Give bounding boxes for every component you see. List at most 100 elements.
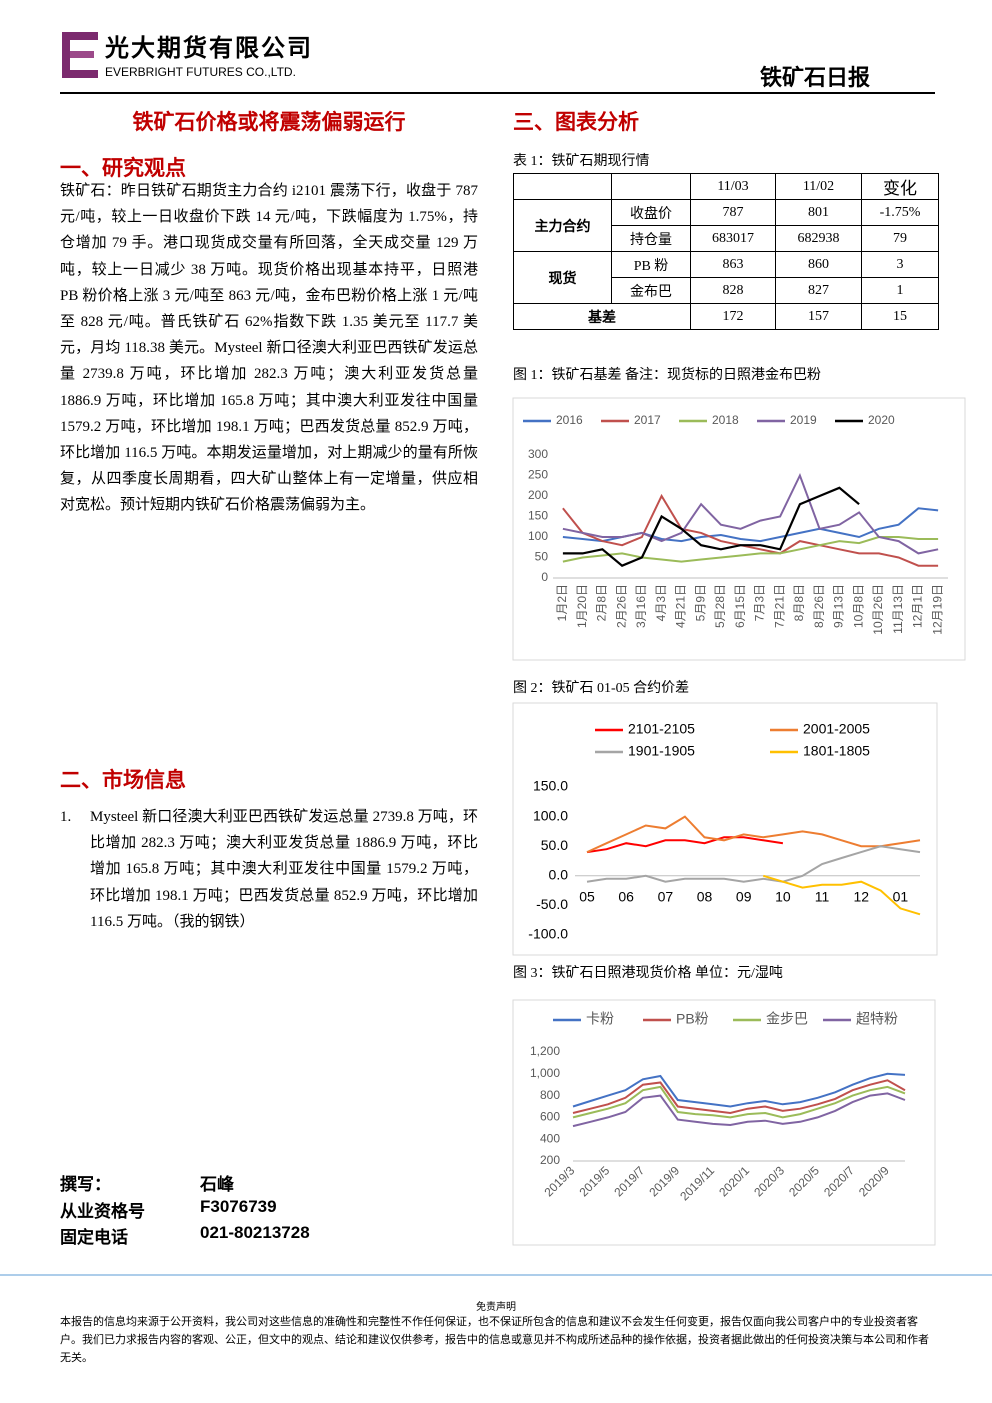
legend-label: 2017	[634, 413, 661, 427]
y-tick-label: 0	[541, 570, 548, 584]
x-tick-label: 12月1日	[911, 584, 925, 628]
row-group-label: 现货	[513, 251, 612, 304]
x-tick-label: 2019/5	[576, 1163, 612, 1199]
table-cell: 持仓量	[611, 225, 691, 252]
y-tick-label: 200	[528, 488, 548, 502]
figure-caption: 图 3：铁矿石日照港现货价格 单位：元/湿吨	[513, 966, 783, 981]
table-cell: 金布巴	[611, 277, 691, 304]
x-tick-label: 6月15日	[733, 584, 747, 628]
y-tick-label: 400	[540, 1131, 560, 1145]
legend-label: 2019	[790, 413, 817, 427]
table-cell: 827	[775, 277, 862, 304]
table-cell: -1.75%	[861, 199, 939, 226]
company-name: 光大期货有限公司	[105, 35, 313, 62]
list-item: Mysteel 新口径澳大利亚巴西铁矿发运总量 2739.8 万吨，环比增加 2…	[90, 809, 478, 930]
x-tick-label: 12	[853, 889, 869, 905]
disclaimer-title: 免责声明	[476, 1302, 516, 1313]
x-tick-label: 2020/5	[786, 1163, 822, 1199]
legend-label: 1801-1805	[803, 743, 870, 759]
y-tick-label: 100.0	[533, 807, 568, 823]
table-cell: 801	[775, 199, 862, 226]
x-tick-label: 7月21日	[772, 584, 786, 628]
y-tick-label: 300	[528, 447, 548, 461]
table-cell: 828	[690, 277, 776, 304]
disclaimer-text: 本报告的信息均来源于公开资料，我公司对这些信息的准确性和完整性不作任何保证，也不…	[60, 1316, 929, 1364]
series-line	[572, 1079, 906, 1115]
x-tick-label: 10	[775, 889, 791, 905]
table-header: 11/02	[775, 173, 862, 200]
chart-frame	[512, 702, 938, 956]
x-tick-label: 2月26日	[614, 584, 628, 628]
x-tick-label: 2020/7	[821, 1163, 857, 1199]
author-value: 021-80213728	[200, 1223, 310, 1242]
x-tick-label: 3月16日	[634, 584, 648, 628]
table-header: 11/03	[690, 173, 776, 200]
x-tick-label: 5月28日	[713, 584, 727, 628]
list-number: 1.	[60, 809, 72, 825]
series-line	[586, 815, 921, 854]
x-tick-label: 9月13日	[832, 584, 846, 628]
x-tick-label: 8月8日	[792, 584, 806, 621]
table-wrap: 11/03 11/02 变化 主力合约 收盘价 787 801 -1.75% 持仓量 683017…	[513, 173, 939, 330]
x-tick-label: 2019/7	[611, 1163, 647, 1199]
row-group-label: 主力合约	[513, 199, 612, 252]
x-tick-label: 2019/11	[677, 1163, 717, 1203]
x-tick-label: 12月19日	[930, 584, 944, 635]
author-value: 石峰	[200, 1175, 234, 1194]
y-tick-label: -100.0	[528, 926, 568, 942]
section-heading: 一、研究观点	[60, 156, 186, 180]
legend-label: 卡粉	[586, 1011, 614, 1027]
x-tick-label: 2019/3	[542, 1163, 578, 1199]
table-cell: 1	[861, 277, 939, 304]
x-tick-label: 4月21日	[674, 584, 688, 628]
table-cell: 3	[861, 251, 939, 278]
report-name: 铁矿石日报	[760, 65, 871, 90]
table-blank	[611, 173, 691, 200]
x-tick-label: 8月26日	[812, 584, 826, 628]
x-tick-label: 2020/3	[751, 1163, 787, 1199]
x-tick-label: 11	[815, 889, 830, 905]
y-tick-label: 1,200	[530, 1044, 560, 1058]
x-tick-label: 4月3日	[654, 584, 668, 621]
x-tick-label: 10月8日	[851, 584, 865, 628]
y-tick-label: 150	[528, 509, 548, 523]
company-name-en: EVERBRIGHT FUTURES CO.,LTD.	[105, 65, 296, 79]
x-tick-label: 2020/1	[716, 1163, 752, 1199]
table-cell: 172	[690, 303, 776, 330]
y-tick-label: 100	[528, 529, 548, 543]
legend-label: 2001-2005	[803, 721, 870, 737]
chart-frame	[512, 999, 936, 1246]
x-tick-label: 11月13日	[891, 584, 905, 634]
x-tick-label: 2020/9	[856, 1163, 892, 1199]
table-cell: 860	[775, 251, 862, 278]
y-tick-label: 250	[528, 468, 548, 482]
series-line	[562, 472, 939, 555]
legend-label: 2018	[712, 413, 739, 427]
y-tick-label: 150.0	[533, 778, 568, 794]
report-title: 铁矿石价格或将震荡偏弱运行	[132, 110, 406, 134]
series-line	[586, 845, 921, 883]
x-tick-label: 06	[618, 889, 634, 905]
table: 11/03 11/02 变化 主力合约 收盘价 787 801 -1.75% 持仓量 683017…	[513, 173, 939, 330]
y-tick-label: 50	[535, 550, 549, 564]
series-line	[572, 1092, 906, 1128]
table-cell: 收盘价	[611, 199, 691, 226]
table-cell: PB 粉	[611, 251, 691, 278]
x-tick-label: 05	[579, 889, 595, 905]
series-line	[586, 836, 784, 854]
x-tick-label: 2月8日	[595, 584, 609, 621]
x-tick-label: 5月9日	[693, 584, 707, 621]
table-caption: 表 1：铁矿石期现行情	[513, 154, 650, 169]
y-tick-label: 1,000	[530, 1066, 560, 1080]
legend-label: 2016	[556, 413, 583, 427]
table-cell: 15	[861, 303, 939, 330]
table-cell: 787	[690, 199, 776, 226]
series-line	[572, 1072, 906, 1108]
author-label: 从业资格号	[60, 1202, 145, 1221]
chart-frame	[512, 397, 966, 661]
row-group-label: 基差	[513, 303, 691, 330]
y-tick-label: 800	[540, 1088, 560, 1102]
section-heading: 三、图表分析	[513, 110, 639, 134]
y-tick-label: 600	[540, 1110, 560, 1124]
x-tick-label: 7月3日	[753, 584, 767, 621]
